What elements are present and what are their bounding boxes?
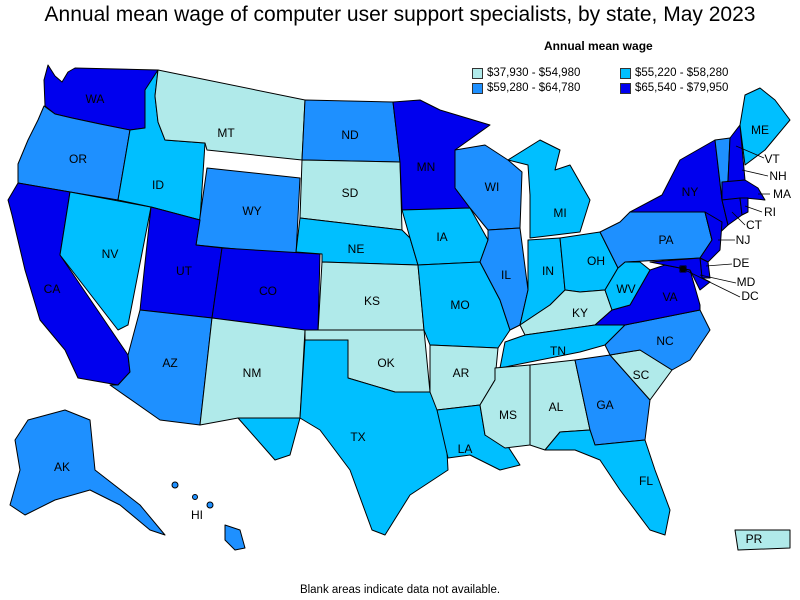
label-SC: SC [633, 368, 650, 382]
label-IN: IN [542, 264, 554, 278]
label-WI: WI [485, 180, 500, 194]
state-FL[interactable] [544, 429, 671, 536]
label-NY: NY [682, 185, 699, 199]
label-CA: CA [44, 282, 61, 296]
hawaii-island [171, 481, 179, 489]
legend-label: $65,540 - $79,950 [635, 82, 729, 94]
label-NV: NV [102, 247, 119, 261]
label-MN: MN [417, 160, 436, 174]
label-AK: AK [54, 460, 70, 474]
state-TX[interactable] [237, 339, 449, 536]
label-MA: MA [773, 187, 791, 201]
label-LA: LA [458, 442, 473, 456]
label-KS: KS [364, 294, 380, 308]
leader-line [682, 268, 741, 298]
legend-label: $59,280 - $64,780 [487, 82, 581, 94]
label-NC: NC [656, 334, 674, 348]
label-MI: MI [553, 206, 566, 220]
label-IA: IA [436, 230, 447, 244]
label-HI: HI [191, 508, 203, 522]
legend-item-tier-2: $55,220 - $58,280 [620, 67, 728, 80]
state-MA[interactable] [721, 179, 766, 201]
state-AK[interactable] [9, 409, 166, 536]
label-KY: KY [572, 306, 588, 320]
label-MO: MO [450, 298, 469, 312]
label-CT: CT [746, 218, 763, 232]
label-ME: ME [751, 123, 769, 137]
label-OR: OR [69, 152, 87, 166]
leader-line [744, 205, 763, 213]
label-SD: SD [342, 186, 359, 200]
label-GA: GA [596, 398, 613, 412]
dc-marker [680, 266, 686, 272]
state-MD[interactable] [649, 257, 711, 291]
legend-item-tier-4: $65,540 - $79,950 [620, 82, 728, 95]
label-FL: FL [639, 474, 653, 488]
label-CO: CO [259, 284, 277, 298]
state-PR[interactable] [734, 529, 791, 551]
label-AZ: AZ [162, 356, 177, 370]
legend-swatch [472, 83, 483, 94]
label-TN: TN [550, 344, 566, 358]
label-NJ: NJ [736, 233, 751, 247]
leader-line [699, 274, 737, 284]
label-OH: OH [587, 254, 605, 268]
label-NE: NE [348, 242, 365, 256]
label-MD: MD [737, 275, 756, 289]
state-RI[interactable] [739, 197, 749, 216]
legend-label: $55,220 - $58,280 [635, 67, 729, 79]
state-IL[interactable] [479, 227, 529, 331]
label-WA: WA [86, 92, 105, 106]
leader-line [705, 263, 733, 267]
legend-swatch [620, 68, 631, 79]
label-VA: VA [662, 290, 677, 304]
label-IL: IL [501, 268, 511, 282]
label-RI: RI [764, 205, 776, 219]
legend-label: $37,930 - $54,980 [487, 67, 581, 79]
label-WV: WV [616, 282, 635, 296]
footnote: Blank areas indicate data not available. [299, 584, 501, 596]
label-ND: ND [341, 128, 359, 142]
state-HI[interactable] [224, 524, 246, 551]
state-MI[interactable] [507, 139, 591, 239]
legend-swatch [472, 68, 483, 79]
label-NH: NH [769, 169, 786, 183]
label-MT: MT [217, 126, 235, 140]
label-PR: PR [746, 532, 763, 546]
label-AR: AR [453, 366, 470, 380]
label-AL: AL [549, 400, 564, 414]
legend-item-tier-3: $59,280 - $64,780 [472, 82, 580, 95]
state-labels: WA OR CA NV ID MT WY UT AZ CO NM ND SD N… [44, 92, 791, 546]
label-UT: UT [176, 264, 193, 278]
leader-line [735, 145, 765, 159]
label-WY: WY [242, 204, 261, 218]
legend-title: Annual mean wage [544, 39, 653, 53]
hawaii-island [206, 501, 214, 509]
label-TX: TX [350, 430, 365, 444]
map-title: Annual mean wage of computer user suppor… [44, 3, 756, 26]
label-PA: PA [658, 233, 673, 247]
leader-line [731, 211, 746, 226]
label-ID: ID [152, 178, 164, 192]
hawaii-island [192, 494, 198, 500]
leader-line [741, 169, 769, 177]
label-OK: OK [377, 356, 394, 370]
state-ME[interactable] [739, 87, 791, 166]
label-DE: DE [733, 256, 750, 270]
label-VT: VT [764, 152, 780, 166]
legend-swatch [620, 83, 631, 94]
legend-item-tier-1: $37,930 - $54,980 [472, 67, 580, 80]
label-MS: MS [499, 408, 517, 422]
label-DC: DC [741, 289, 759, 303]
label-NM: NM [243, 366, 262, 380]
